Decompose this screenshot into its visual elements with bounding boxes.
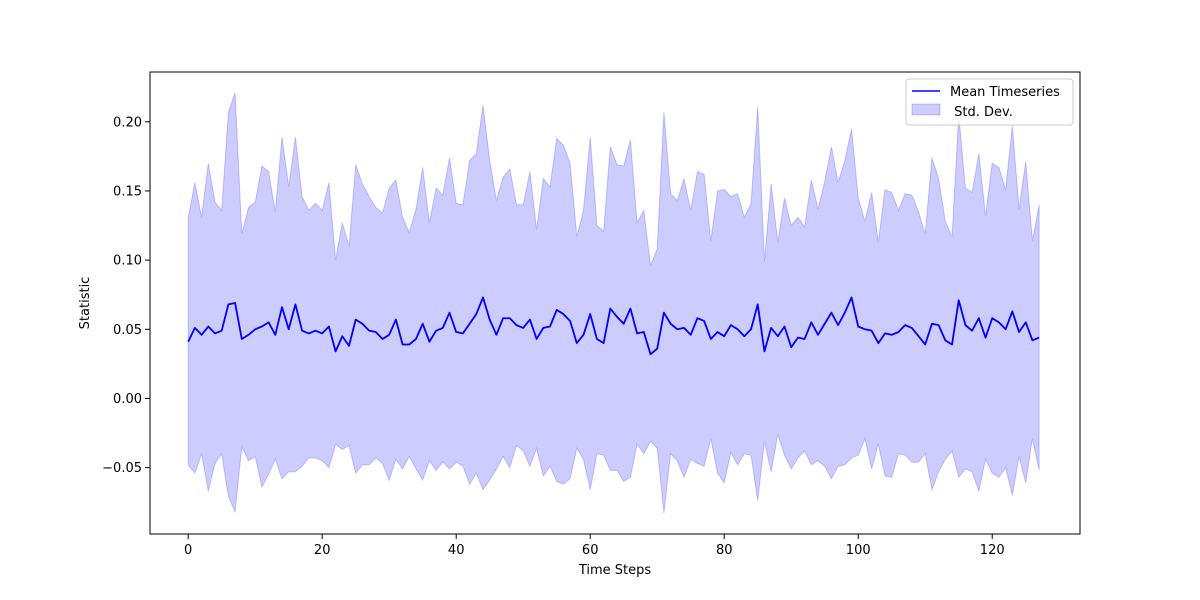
x-axis: 0 20 40 60 80 100 120: [184, 534, 1005, 558]
y-tick-label: 0.05: [113, 323, 142, 338]
legend-std-label: Std. Dev.: [950, 105, 1013, 120]
legend-box: [905, 78, 1074, 126]
x-tick-label: 0: [184, 543, 192, 558]
plot-frame: [149, 71, 1081, 535]
x-axis-label: Time Steps: [578, 563, 652, 578]
y-axis-label: Statistic: [78, 277, 93, 330]
std-dev-band: [187, 92, 1040, 514]
x-tick-label: 100: [846, 543, 871, 558]
x-tick-label: 20: [314, 543, 331, 558]
y-tick-label: 0.00: [113, 392, 142, 407]
y-tick-label: −0.05: [102, 461, 142, 476]
y-tick-label: 0.20: [113, 115, 142, 130]
x-tick-label: 40: [448, 543, 465, 558]
legend: Mean Timeseries Std. Dev.: [905, 78, 1074, 126]
x-tick-label: 80: [716, 543, 733, 558]
legend-std-swatch: [911, 103, 941, 116]
x-tick-label: 120: [980, 543, 1005, 558]
x-tick-label: 60: [582, 543, 599, 558]
y-tick-label: 0.15: [113, 184, 142, 199]
legend-mean-label: Mean Timeseries: [950, 85, 1060, 100]
y-axis: −0.05 0.00 0.05 0.10 0.15 0.20: [102, 115, 150, 476]
y-tick-label: 0.10: [113, 254, 142, 269]
mean-timeseries-line: [187, 296, 1040, 356]
plot-area: [187, 92, 1040, 514]
